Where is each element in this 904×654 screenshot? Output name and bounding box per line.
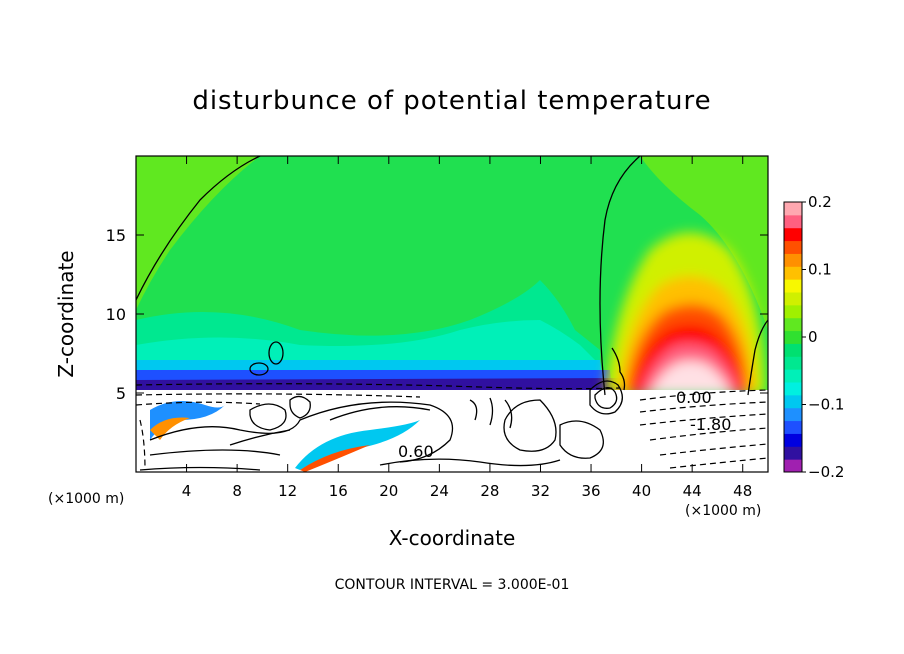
- colorbar-swatch: [784, 253, 802, 267]
- x-tick-label-1: 8: [232, 482, 242, 500]
- colorbar: [784, 202, 802, 473]
- x-tick-label-2: 12: [278, 482, 297, 500]
- lower-left-sliver: [150, 401, 225, 440]
- x-tick-label-10: 44: [683, 482, 702, 500]
- y-axis-ticks: 5 10 15: [106, 226, 768, 403]
- colorbar-swatch: [784, 407, 802, 422]
- colorbar-swatch: [784, 292, 802, 306]
- contour-label-1: 0.00: [676, 388, 712, 407]
- warm-plume: [605, 232, 765, 395]
- x-tick-label-9: 40: [632, 482, 651, 500]
- x-unit-left: (×1000 m): [48, 491, 125, 507]
- colorbar-swatch: [784, 459, 802, 473]
- colorbar-swatch: [784, 369, 802, 383]
- x-tick-label-4: 20: [379, 482, 398, 500]
- contour-label-0: 0.60: [398, 442, 434, 461]
- contour-lines: [136, 156, 768, 471]
- colorbar-swatch: [784, 317, 802, 332]
- colorbar-swatch: [784, 330, 802, 344]
- x-unit-right: (×1000 m): [685, 503, 762, 519]
- colorbar-swatch: [784, 420, 802, 434]
- x-tick-label-6: 28: [480, 482, 499, 500]
- chart-title: disturbunce of potential temperature: [192, 86, 712, 116]
- colorbar-swatch: [784, 446, 802, 460]
- colorbar-swatch: [784, 214, 802, 229]
- contour-label-2: -1.80: [690, 415, 731, 434]
- y-tick-label-2: 15: [106, 226, 126, 245]
- colorbar-swatch: [784, 304, 802, 319]
- x-tick-label-11: 48: [733, 482, 752, 500]
- colorbar-swatch: [784, 202, 802, 216]
- contour-interval-note: CONTOUR INTERVAL = 3.000E-01: [334, 577, 570, 593]
- x-tick-label-5: 24: [430, 482, 449, 500]
- colorbar-tick-label-2: 0: [808, 328, 818, 346]
- x-axis-label: X-coordinate: [388, 526, 516, 550]
- x-tick-label-8: 36: [581, 482, 600, 500]
- colorbar-swatch: [784, 343, 802, 357]
- colorbar-tick-label-4: −0.2: [808, 463, 844, 481]
- y-axis-label: Z-coordinate: [54, 250, 78, 378]
- x-tick-label-0: 4: [182, 482, 192, 500]
- temperature-field: [136, 156, 768, 472]
- colorbar-swatch: [784, 433, 802, 447]
- colorbar-swatch: [784, 356, 802, 370]
- colorbar-swatch: [784, 279, 802, 293]
- colorbar-ticks: 0.2 0.1 0 −0.1 −0.2: [802, 193, 844, 481]
- y-tick-label-1: 10: [106, 305, 126, 324]
- colorbar-swatch: [784, 394, 802, 409]
- dashed-contours: [136, 383, 768, 471]
- colorbar-swatch: [784, 382, 802, 396]
- y-tick-label-0: 5: [116, 384, 126, 403]
- colorbar-swatch: [784, 240, 802, 254]
- colorbar-tick-label-1: 0.1: [808, 261, 832, 279]
- x-axis-ticks: 4 8 12 16 20 24 28 32 36 40 44 48: [182, 156, 752, 500]
- colorbar-tick-label-3: −0.1: [808, 396, 844, 414]
- colorbar-swatch: [784, 266, 802, 280]
- x-tick-label-3: 16: [329, 482, 348, 500]
- x-tick-label-7: 32: [531, 482, 550, 500]
- colorbar-swatch: [784, 227, 802, 242]
- field-upper-left-region: [136, 156, 260, 310]
- colorbar-tick-label-0: 0.2: [808, 193, 832, 211]
- field-upper-right-region: [640, 156, 768, 330]
